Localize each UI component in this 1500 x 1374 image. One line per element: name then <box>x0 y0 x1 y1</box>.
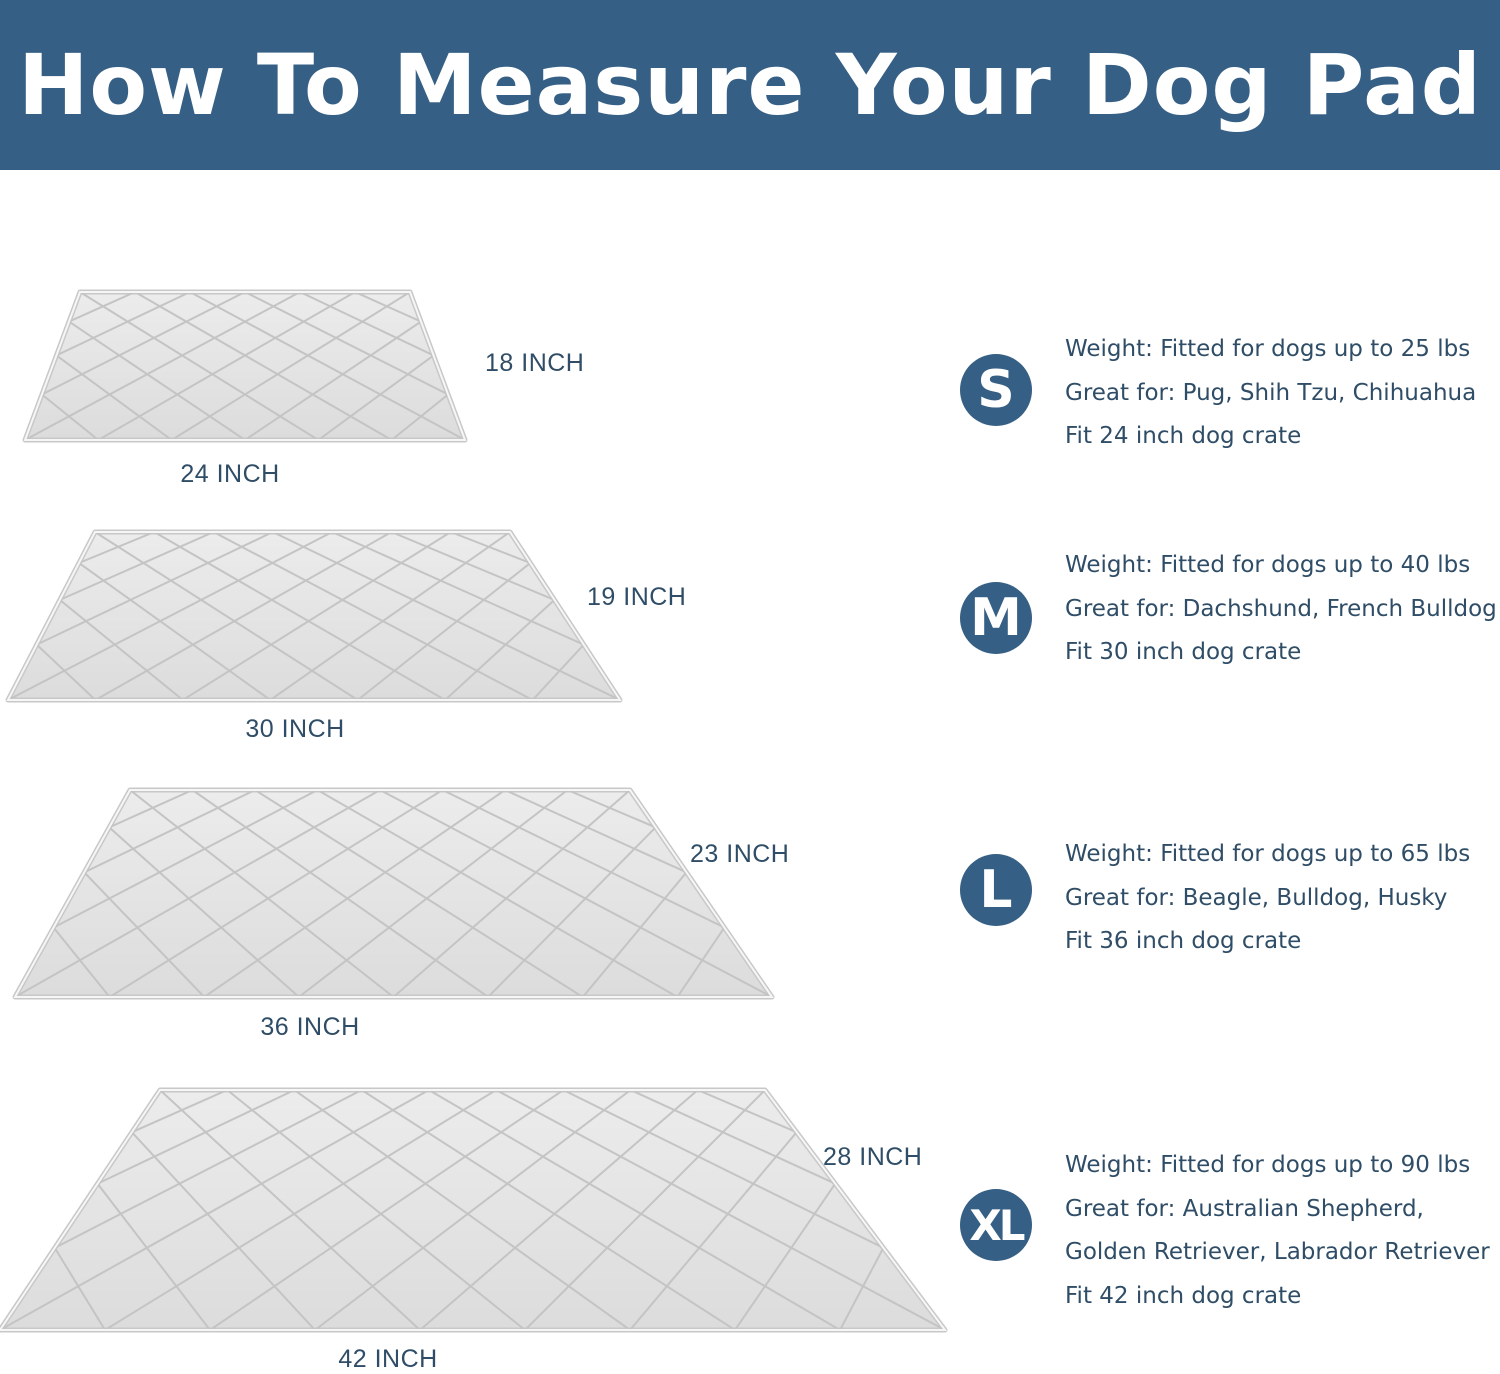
pad-s-illustration <box>22 289 468 443</box>
crate-text: Fit 36 inch dog crate <box>1065 928 1302 954</box>
size-m-info: Weight: Fitted for dogs up to 40 lbs Gre… <box>1065 544 1497 675</box>
breeds-text-continued: Golden Retriever, Labrador Retriever <box>1065 1239 1490 1265</box>
weight-text: Weight: Fitted for dogs up to 40 lbs <box>1065 552 1471 578</box>
size-m-width-label: 30 INCH <box>245 715 345 743</box>
size-s-info: Weight: Fitted for dogs up to 25 lbs Gre… <box>1065 328 1476 459</box>
size-l-width-label: 36 INCH <box>260 1013 360 1041</box>
size-m-badge: M <box>960 582 1032 654</box>
weight-text: Weight: Fitted for dogs up to 25 lbs <box>1065 336 1471 362</box>
size-l-depth-label: 23 INCH <box>690 840 790 868</box>
breeds-text: Great for: Pug, Shih Tzu, Chihuahua <box>1065 379 1477 406</box>
crate-text: Fit 42 inch dog crate <box>1065 1282 1302 1309</box>
header-banner: How To Measure Your Dog Pad <box>0 0 1500 170</box>
pad-body <box>22 289 468 443</box>
pad-body <box>5 529 623 703</box>
breeds-text: Great for: Australian Shepherd, <box>1065 1195 1424 1222</box>
size-xl-width-label: 42 INCH <box>338 1345 438 1373</box>
page-title: How To Measure Your Dog Pad <box>18 36 1482 134</box>
size-s-width-label: 24 INCH <box>180 460 280 488</box>
size-xl-info: Weight: Fitted for dogs up to 90 lbs Gre… <box>1065 1144 1490 1318</box>
size-l-info: Weight: Fitted for dogs up to 65 lbs Gre… <box>1065 833 1470 964</box>
size-m-depth-label: 19 INCH <box>587 583 687 611</box>
pad-l-illustration <box>12 787 775 1000</box>
breeds-text: Great for: Dachshund, French Bulldog <box>1065 595 1497 622</box>
size-xl-depth-label: 28 INCH <box>823 1143 923 1171</box>
size-s-badge: S <box>960 354 1032 426</box>
size-l-badge: L <box>960 854 1032 926</box>
weight-text: Weight: Fitted for dogs up to 65 lbs <box>1065 841 1471 867</box>
weight-text: Weight: Fitted for dogs up to 90 lbs <box>1065 1152 1471 1178</box>
breeds-text: Great for: Beagle, Bulldog, Husky <box>1065 884 1448 911</box>
crate-text: Fit 30 inch dog crate <box>1065 639 1302 665</box>
size-s-depth-label: 18 INCH <box>485 349 585 377</box>
crate-text: Fit 24 inch dog crate <box>1065 423 1302 449</box>
size-xl-badge: XL <box>960 1189 1032 1261</box>
